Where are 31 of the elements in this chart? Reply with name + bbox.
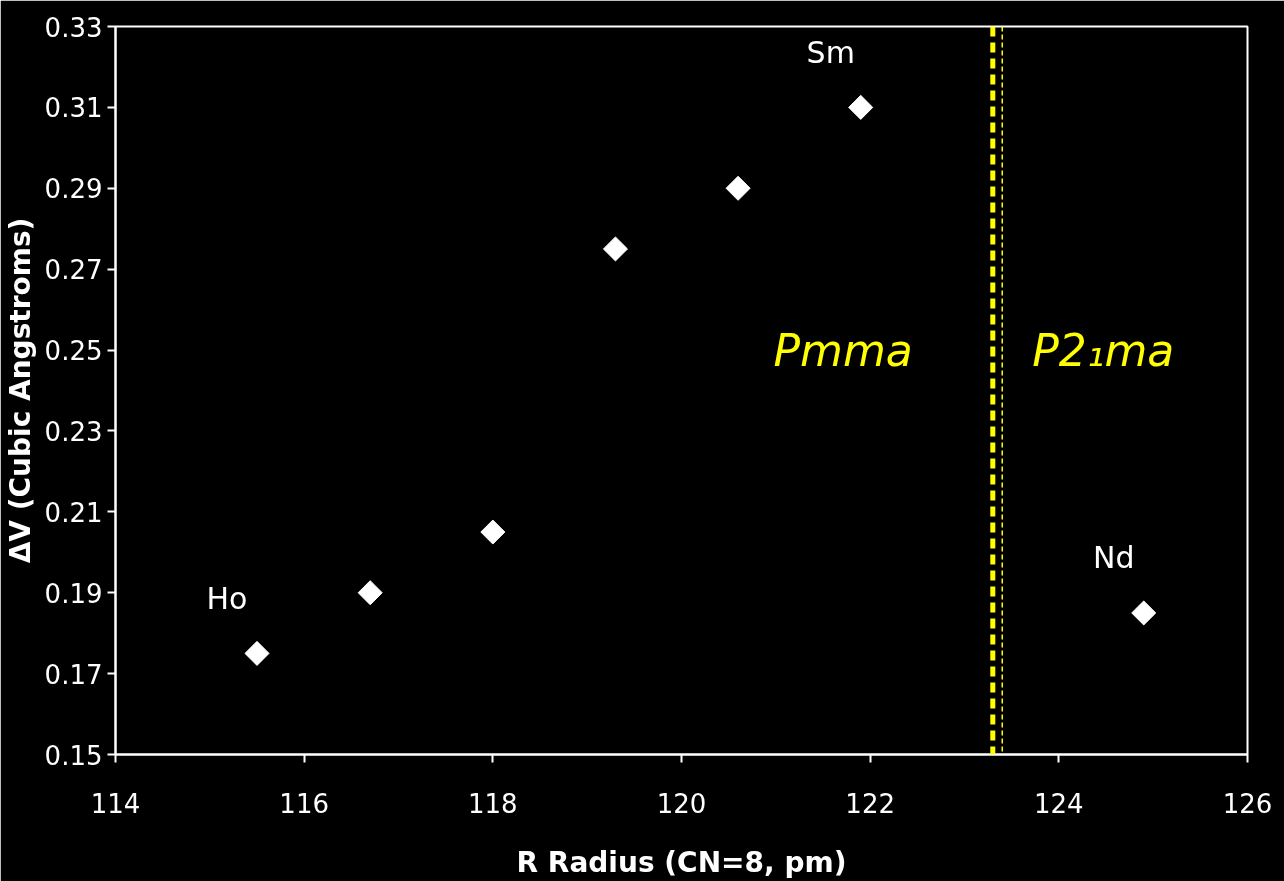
y-axis-title: ΔV (Cubic Angstroms) xyxy=(3,217,37,564)
x-tick-label: 116 xyxy=(279,788,329,819)
x-tick-label: 114 xyxy=(90,788,141,819)
point xyxy=(480,519,506,545)
y-tick-label: 0.23 xyxy=(44,416,103,447)
y-tick-label: 0.21 xyxy=(44,497,103,528)
point xyxy=(1131,600,1157,626)
point xyxy=(848,94,874,120)
point xyxy=(244,640,270,666)
ref-line-label: P2₁ma xyxy=(1032,324,1175,376)
y-tick-label: 0.31 xyxy=(44,93,103,124)
annotation: Ho xyxy=(206,580,248,616)
x-tick-label: 120 xyxy=(656,788,707,819)
x-tick-label: 122 xyxy=(845,788,895,819)
y-tick-label: 0.29 xyxy=(44,174,103,205)
x-tick-label: 126 xyxy=(1222,788,1273,819)
point xyxy=(725,175,751,201)
x-axis-title: R Radius (CN=8, pm) xyxy=(516,845,847,879)
point xyxy=(602,236,628,262)
point xyxy=(357,580,383,606)
annotation: Nd xyxy=(1092,540,1135,576)
y-tick-label: 0.15 xyxy=(44,740,103,771)
x-tick-label: 118 xyxy=(468,788,518,819)
x-tick-label: 124 xyxy=(1034,788,1084,819)
y-tick-label: 0.25 xyxy=(44,336,103,367)
ref-line-label: Pmma xyxy=(773,324,913,376)
y-tick-label: 0.33 xyxy=(44,12,103,43)
y-tick-label: 0.17 xyxy=(44,659,103,690)
y-tick-label: 0.19 xyxy=(44,578,103,609)
y-tick-label: 0.27 xyxy=(44,255,103,286)
annotation: Sm xyxy=(806,34,855,70)
